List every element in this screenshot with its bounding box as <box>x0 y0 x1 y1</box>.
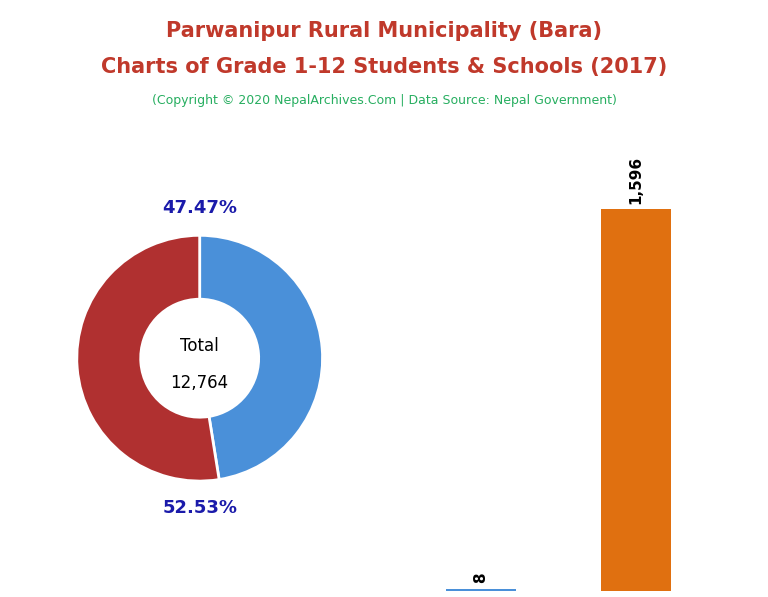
Text: 1,596: 1,596 <box>629 155 644 204</box>
Text: 52.53%: 52.53% <box>162 499 237 517</box>
Bar <box>446 589 516 591</box>
Bar <box>601 210 671 591</box>
Wedge shape <box>200 235 323 479</box>
Text: 12,764: 12,764 <box>170 374 229 392</box>
Legend: Male Students (6,059), Female Students (6,705): Male Students (6,059), Female Students (… <box>0 593 199 597</box>
Text: Charts of Grade 1-12 Students & Schools (2017): Charts of Grade 1-12 Students & Schools … <box>101 57 667 77</box>
Text: Total: Total <box>180 337 219 355</box>
Wedge shape <box>77 235 219 481</box>
Text: 47.47%: 47.47% <box>162 199 237 217</box>
Text: 8: 8 <box>474 573 488 583</box>
Text: Parwanipur Rural Municipality (Bara): Parwanipur Rural Municipality (Bara) <box>166 21 602 41</box>
Text: (Copyright © 2020 NepalArchives.Com | Data Source: Nepal Government): (Copyright © 2020 NepalArchives.Com | Da… <box>151 94 617 107</box>
